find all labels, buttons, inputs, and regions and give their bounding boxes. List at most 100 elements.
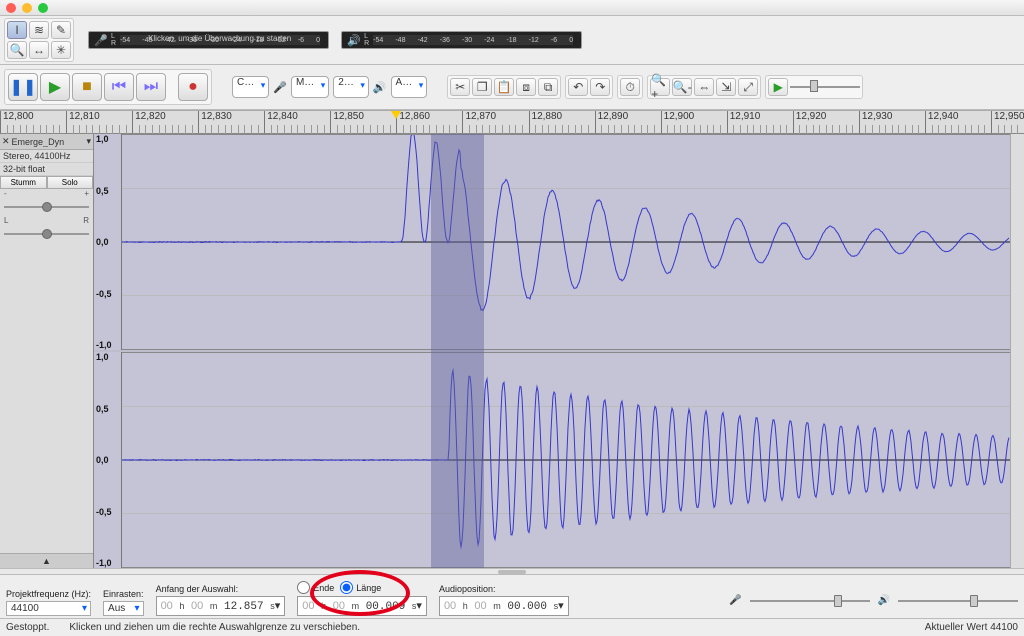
track-header[interactable]: ✕ Emerge_Dyn ▾ xyxy=(0,134,93,150)
track-bits: 32-bit float xyxy=(0,163,93,176)
mute-solo-buttons: Stumm Solo xyxy=(0,176,93,189)
record-meter-track: -54-48-42-36-30-24-18-12-60 Klicken, um … xyxy=(120,35,320,45)
mic-icon-2: 🎤 xyxy=(273,81,287,94)
undo-toolbar: ↶ ↷ xyxy=(565,75,613,99)
edit-toolbar: ✂ ❐ 📋 ⧈ ⧉ xyxy=(447,75,561,99)
envelope-tool[interactable]: ≋ xyxy=(29,21,49,39)
vertical-scrollbar[interactable] xyxy=(1010,134,1024,568)
fit-project-button[interactable]: ⇲ xyxy=(716,78,736,96)
paste-button[interactable]: 📋 xyxy=(494,78,514,96)
project-rate-group: Projektfrequenz (Hz): 44100 xyxy=(6,589,91,616)
selection-length-value[interactable]: 00 h 00 m 00.009 s▾ xyxy=(297,596,427,616)
zoom-out-button[interactable]: 🔍- xyxy=(672,78,692,96)
timeshift-tool[interactable]: ↔ xyxy=(29,41,49,59)
copy-button[interactable]: ❐ xyxy=(472,78,492,96)
record-device-select[interactable]: M… xyxy=(291,76,329,98)
end-label: Ende xyxy=(313,583,334,593)
skip-start-button[interactable]: ⏮ xyxy=(104,73,134,101)
mixer-volume: 🎤 🔊 xyxy=(729,595,1018,606)
selection-region[interactable] xyxy=(431,134,484,568)
track-format: Stereo, 44100Hz xyxy=(0,150,93,163)
speaker-volume-icon: 🔊 xyxy=(878,595,890,606)
track-name: Emerge_Dyn xyxy=(12,137,85,147)
playback-speed-slider[interactable] xyxy=(810,80,818,92)
draw-tool[interactable]: ✎ xyxy=(51,21,71,39)
status-hint: Klicken und ziehen um die rechte Auswahl… xyxy=(69,622,360,633)
record-meter[interactable]: 🎤 LR -54-48-42-36-30-24-18-12-60 Klicken… xyxy=(88,31,329,49)
selection-start-value[interactable]: 00 h 00 m 12.857 s▾ xyxy=(156,596,286,616)
snap-label: Einrasten: xyxy=(103,589,144,599)
fit-selection-button[interactable]: ⇔ xyxy=(694,78,714,96)
selection-endlen-group: Ende Länge 00 h 00 m 00.009 s▾ xyxy=(297,581,427,616)
redo-button[interactable]: ↷ xyxy=(590,78,610,96)
mic-volume-icon: 🎤 xyxy=(729,595,741,606)
play-device-select[interactable]: A… xyxy=(391,76,428,98)
multi-tool[interactable]: ✳ xyxy=(51,41,71,59)
playback-meter-track: -54-48-42-36-30-24-18-12-60 xyxy=(373,35,573,45)
stop-button[interactable]: ■ xyxy=(72,73,102,101)
play-button[interactable]: ▶ xyxy=(40,73,70,101)
minimize-window-button[interactable] xyxy=(22,3,32,13)
selection-tool[interactable]: I xyxy=(7,21,27,39)
undo-button[interactable]: ↶ xyxy=(568,78,588,96)
timeline-ruler[interactable]: 12,80012,81012,82012,83012,84012,85012,8… xyxy=(0,110,1024,134)
cursor-tools: I ≋ ✎ 🔍 ↔ ✳ xyxy=(4,18,74,62)
close-window-button[interactable] xyxy=(6,3,16,13)
zoom-in-button[interactable]: 🔍+ xyxy=(650,78,670,96)
sync-toolbar: ⏱ xyxy=(617,75,643,99)
solo-button[interactable]: Solo xyxy=(47,176,94,189)
track-control-panel: ✕ Emerge_Dyn ▾ Stereo, 44100Hz 32-bit fl… xyxy=(0,134,94,568)
speaker-icon-2: 🔊 xyxy=(373,81,387,94)
tracks-area: ✕ Emerge_Dyn ▾ Stereo, 44100Hz 32-bit fl… xyxy=(0,134,1024,568)
mic-icon: 🎤 xyxy=(93,32,109,48)
silence-button[interactable]: ⧉ xyxy=(538,78,558,96)
audio-position-group: Audioposition: 00 h 00 m 00.000 s▾ xyxy=(439,584,569,616)
device-toolbar: C… 🎤 M… 2… 🔊 A… xyxy=(232,76,427,98)
meter-lr-labels-2: LR xyxy=(364,33,369,47)
record-volume-slider[interactable] xyxy=(750,600,870,602)
length-radio[interactable] xyxy=(340,581,353,594)
mute-button[interactable]: Stumm xyxy=(0,176,47,189)
record-button[interactable]: ● xyxy=(178,73,208,101)
track-menu-icon[interactable]: ▾ xyxy=(86,136,91,147)
sync-lock-button[interactable]: ⏱ xyxy=(620,78,640,96)
status-bar: Gestoppt. Klicken und ziehen um die rech… xyxy=(0,618,1024,636)
play-at-speed-button[interactable]: ▶ xyxy=(768,78,788,96)
playback-meter[interactable]: 🔊 LR -54-48-42-36-30-24-18-12-60 xyxy=(341,31,582,49)
transport-row: ❚❚ ▶ ■ ⏮ ⏭ ● C… 🎤 M… 2… 🔊 A… ✂ ❐ 📋 ⧈ ⧉ ↶… xyxy=(0,65,1024,110)
pause-button[interactable]: ❚❚ xyxy=(8,73,38,101)
status-rate: Aktueller Wert 44100 xyxy=(925,622,1018,633)
zoom-toolbar: 🔍+ 🔍- ⇔ ⇲ ⤢ xyxy=(647,75,761,99)
trim-button[interactable]: ⧈ xyxy=(516,78,536,96)
playback-volume-slider[interactable] xyxy=(898,600,1018,602)
speaker-icon: 🔊 xyxy=(346,32,362,48)
play-at-speed-toolbar: ▶ xyxy=(765,75,863,99)
audio-position-value[interactable]: 00 h 00 m 00.000 s▾ xyxy=(439,596,569,616)
zoom-window-button[interactable] xyxy=(38,3,48,13)
selection-start-group: Anfang der Auswahl: 00 h 00 m 12.857 s▾ xyxy=(156,584,286,616)
audio-position-label: Audioposition: xyxy=(439,584,569,594)
collapse-track-button[interactable]: ▲ xyxy=(0,553,93,568)
selection-toolbar: Projektfrequenz (Hz): 44100 Einrasten: A… xyxy=(0,574,1024,618)
record-channels-select[interactable]: 2… xyxy=(333,76,369,98)
skip-end-button[interactable]: ⏭ xyxy=(136,73,166,101)
selection-start-label: Anfang der Auswahl: xyxy=(156,584,286,594)
meter-lr-labels: LR xyxy=(111,33,116,47)
waveform-area[interactable]: 1,00,50,0-0,5-1,0 1,00,50,0-0,5-1,0 xyxy=(94,134,1010,568)
zoom-tool[interactable]: 🔍 xyxy=(7,41,27,59)
snap-group: Einrasten: Aus xyxy=(103,589,144,616)
status-state: Gestoppt. xyxy=(6,622,49,633)
length-label: Länge xyxy=(356,583,381,593)
cut-button[interactable]: ✂ xyxy=(450,78,470,96)
gain-slider[interactable] xyxy=(4,201,89,213)
end-radio[interactable] xyxy=(297,581,310,594)
record-meter-hint: Klicken, um die Überwachung zu starten xyxy=(148,34,291,43)
pan-slider[interactable] xyxy=(4,228,89,240)
transport-controls: ❚❚ ▶ ■ ⏮ ⏭ ● xyxy=(4,69,212,105)
window-titlebar xyxy=(0,0,1024,16)
project-rate-label: Projektfrequenz (Hz): xyxy=(6,589,91,599)
close-track-button[interactable]: ✕ xyxy=(2,136,10,147)
audio-host-select[interactable]: C… xyxy=(232,76,269,98)
tools-meter-row: I ≋ ✎ 🔍 ↔ ✳ 🎤 LR -54-48-42-36-30-24-18-1… xyxy=(0,16,1024,65)
zoom-toggle-button[interactable]: ⤢ xyxy=(738,78,758,96)
